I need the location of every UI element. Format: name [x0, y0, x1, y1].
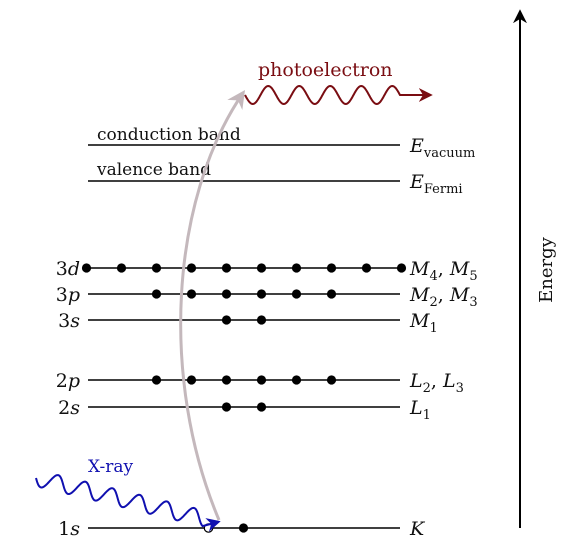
electron-dot: [256, 263, 267, 273]
photoelectron-wave: [244, 84, 433, 106]
electron-dot: [291, 289, 302, 299]
level-label-2p: 2p: [56, 370, 80, 392]
electron-dot: [291, 375, 302, 385]
xray-wave: [35, 474, 221, 532]
level-3s: 3s M1: [58, 310, 438, 336]
level-label-3p: 3p: [56, 284, 80, 306]
fermi-level-label: EFermi: [409, 171, 463, 197]
conduction-band-label: conduction band: [97, 125, 241, 145]
electron-dot: [221, 263, 232, 273]
level-label-3s: 3s: [58, 310, 80, 332]
electron-dot: [238, 523, 249, 533]
band-valence: valence band EFermi: [88, 160, 463, 197]
electron-dot: [326, 289, 337, 299]
level-label-3d: 3d: [56, 258, 80, 280]
electron-dot: [221, 289, 232, 299]
shell-label-2p: L2, L3: [409, 370, 464, 396]
electron-dot: [396, 263, 407, 273]
vacuum-level-label: Evacuum: [409, 135, 475, 161]
electron-dot: [186, 289, 197, 299]
level-2p: 2p L2, L3: [56, 370, 464, 396]
electron-dot: [151, 289, 162, 299]
valence-band-label: valence band: [96, 160, 211, 180]
electron-dot: [361, 263, 372, 273]
shell-label-1s: K: [409, 518, 426, 540]
shell-label-2s: L1: [409, 397, 431, 423]
level-2s: 2s L1: [58, 397, 431, 423]
energy-axis-label: Energy: [536, 236, 557, 303]
core-levels: 3d M4, M5 3p M2, M3 3s M1 2p L2, L3 2s L1 1s K: [56, 258, 478, 540]
electron-dot: [186, 263, 197, 273]
electron-dot: [221, 375, 232, 385]
electron-dot: [221, 402, 232, 412]
level-3p: 3p M2, M3: [56, 284, 478, 310]
xray-label: X-ray: [88, 457, 134, 477]
electron-dot: [256, 402, 267, 412]
electron-dot: [326, 375, 337, 385]
electron-dot: [326, 263, 337, 273]
electron-dot: [291, 263, 302, 273]
shell-label-3s: M1: [409, 310, 438, 336]
electron-dot: [116, 263, 127, 273]
level-label-1s: 1s: [58, 518, 80, 540]
electron-dot: [151, 263, 162, 273]
excitation-arrow: [179, 90, 246, 521]
level-1s: 1s K: [58, 518, 426, 540]
electron-dot: [151, 375, 162, 385]
electron-dot: [221, 315, 232, 325]
electron-dot: [81, 263, 92, 273]
level-3d: 3d M4, M5: [56, 258, 478, 284]
band-conduction: conduction band Evacuum: [88, 125, 475, 161]
electron-dot: [256, 315, 267, 325]
electron-dot: [256, 375, 267, 385]
photoelectron-label: photoelectron: [258, 59, 393, 81]
shell-label-3d: M4, M5: [409, 258, 478, 284]
electron-dot: [186, 375, 197, 385]
electron-dot: [256, 289, 267, 299]
level-label-2s: 2s: [58, 397, 80, 419]
shell-label-3p: M2, M3: [409, 284, 478, 310]
